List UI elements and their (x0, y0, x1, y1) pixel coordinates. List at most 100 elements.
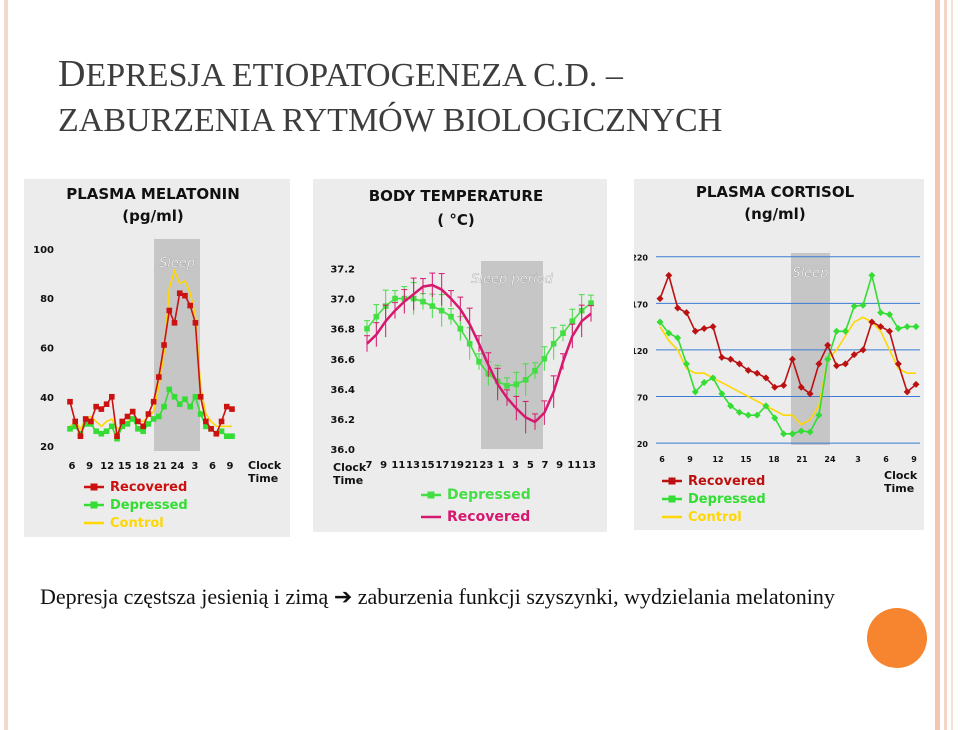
data-point-recovered (166, 307, 173, 314)
legend-marker (90, 501, 98, 509)
x-tick-label: 18 (768, 455, 780, 464)
data-point-depressed (841, 327, 849, 335)
data-point-depressed (67, 426, 73, 432)
data-point-recovered (77, 433, 84, 440)
data-point-depressed (192, 393, 199, 400)
data-point-recovered (161, 342, 167, 348)
data-point-recovered (665, 271, 673, 279)
x-tick-label: 6 (209, 461, 216, 472)
chart-background (313, 179, 607, 532)
data-point-depressed (806, 428, 814, 436)
data-point-recovered (192, 320, 199, 326)
chart-title: BODY TEMPERATURE (369, 187, 543, 205)
decorative-circle (867, 608, 927, 668)
data-point-recovered (753, 369, 761, 377)
data-point-depressed (119, 423, 126, 430)
data-point-depressed (762, 402, 770, 410)
data-point-depressed (457, 325, 464, 332)
legend-marker (90, 483, 98, 491)
data-point-depressed (140, 428, 146, 435)
data-point-recovered (140, 423, 146, 430)
data-point-recovered (109, 393, 115, 400)
x-tick-label: 9 (86, 461, 93, 472)
data-point-depressed (700, 379, 708, 387)
y-tick-label: 36.8 (330, 325, 355, 336)
data-point-depressed (877, 309, 885, 317)
data-point-depressed (850, 302, 858, 310)
chart-subtitle: (ng/ml) (744, 205, 805, 223)
sleep-band-label: Sleep period (471, 272, 553, 287)
x-axis-label: Time (884, 482, 914, 495)
y-tick-label: 220 (634, 254, 648, 263)
x-tick-label: 6 (883, 455, 889, 464)
data-point-depressed (229, 433, 235, 440)
y-tick-label: 20 (40, 442, 54, 453)
data-point-depressed (903, 323, 911, 331)
data-point-recovered (218, 418, 225, 425)
data-point-depressed (788, 430, 796, 438)
data-point-recovered (129, 408, 136, 415)
chart-title: PLASMA MELATONIN (66, 185, 240, 203)
x-tick-label: 9 (227, 461, 234, 472)
title-line1-rest: EPRESJA ETIOPATOGENEZA C.D. – (85, 57, 623, 94)
data-point-depressed (187, 403, 193, 410)
x-tick-label: 21 (796, 455, 808, 464)
x-tick-label: 21 (153, 461, 167, 472)
data-point-depressed (476, 358, 482, 365)
data-point-depressed (682, 360, 690, 368)
x-tick-label: 17 (435, 460, 449, 471)
data-point-recovered (93, 403, 99, 410)
data-point-depressed (218, 428, 225, 435)
data-point-depressed (135, 426, 141, 432)
data-point-depressed (656, 318, 664, 326)
x-tick-label: 21 (465, 460, 479, 471)
data-point-depressed (797, 427, 805, 435)
data-point-depressed (156, 413, 162, 420)
data-point-recovered (182, 292, 188, 299)
x-tick-label: 24 (170, 461, 184, 472)
data-point-recovered (98, 406, 105, 412)
data-point-recovered (771, 383, 779, 391)
y-tick-label: 37.0 (330, 295, 355, 306)
data-point-recovered (797, 383, 805, 391)
data-point-recovered (718, 353, 726, 361)
data-point-depressed (868, 271, 876, 279)
data-point-depressed (709, 374, 717, 382)
slide-left-border (4, 0, 8, 730)
data-point-depressed (550, 340, 557, 347)
data-point-depressed (735, 408, 743, 416)
data-point-depressed (72, 423, 79, 430)
slide-right-border-inner (944, 0, 947, 730)
melatonin-chart: PLASMA MELATONIN (pg/ml) Sleep 20 40 60 80 100 6… (24, 179, 290, 537)
legend-marker (668, 477, 676, 485)
data-point-recovered (145, 411, 152, 417)
data-point-depressed (124, 421, 131, 427)
x-tick-label: 9 (911, 455, 917, 464)
y-tick-label: 60 (40, 343, 54, 354)
x-tick-label: 12 (100, 461, 114, 472)
data-point-depressed (466, 340, 473, 347)
data-point-depressed (588, 300, 594, 306)
x-tick-label: 15 (118, 461, 132, 472)
data-point-depressed (824, 355, 832, 363)
data-point-recovered (886, 327, 894, 335)
legend-label: Depressed (447, 487, 531, 503)
data-point-recovered (850, 351, 858, 359)
y-tick-label: 170 (634, 300, 648, 309)
caption-text-2: zaburzenia funkcji szyszynki, wydzielani… (352, 584, 835, 609)
data-point-recovered (114, 433, 120, 440)
data-point-recovered (824, 341, 832, 349)
data-point-depressed (744, 411, 752, 419)
sleep-band-label: Sleep (159, 256, 195, 271)
data-point-depressed (145, 421, 152, 427)
x-tick-label: 15 (421, 460, 435, 471)
data-point-depressed (150, 416, 157, 422)
data-point-depressed (197, 411, 204, 417)
y-tick-label: 36.4 (330, 385, 355, 396)
temperature-chart: BODY TEMPERATURE ( °C) Sleep period 36.0 36.… (313, 179, 607, 532)
data-point-depressed (176, 401, 183, 407)
data-point-depressed (82, 421, 89, 427)
x-axis-label: Clock (884, 469, 918, 482)
data-point-recovered (859, 346, 867, 354)
data-point-depressed (665, 329, 673, 337)
